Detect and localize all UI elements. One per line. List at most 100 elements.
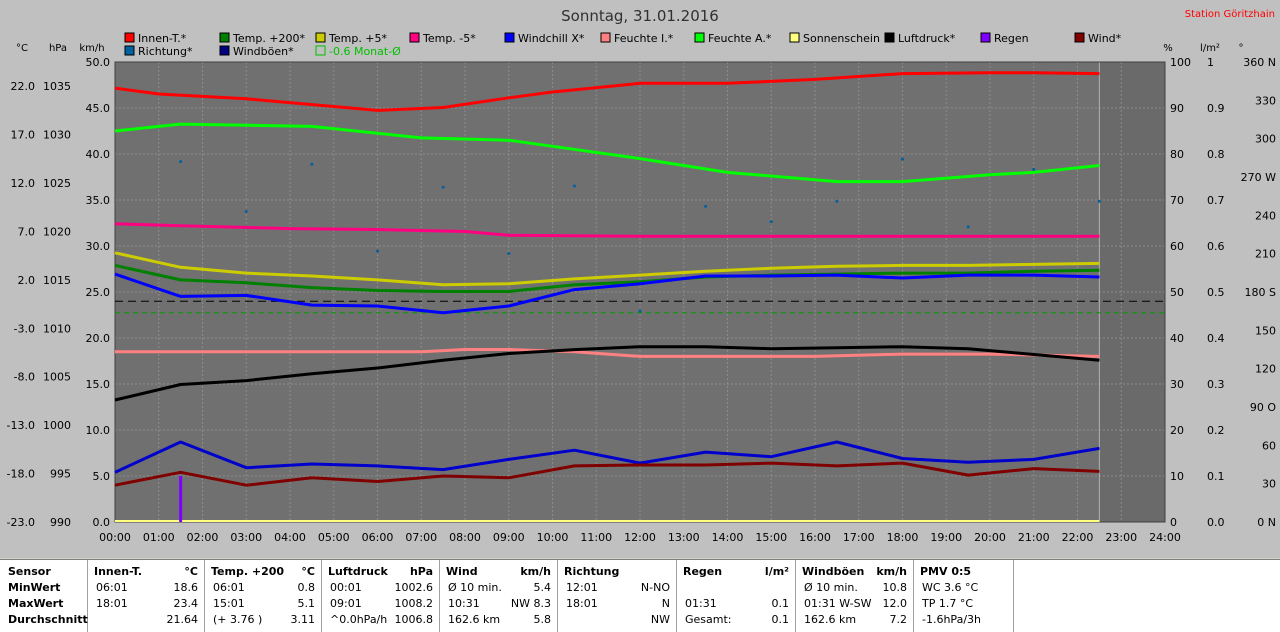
- direction-point: [769, 220, 773, 224]
- stats-cell-row: 21.64: [88, 612, 204, 628]
- x-tick-label: 09:00: [493, 531, 525, 544]
- stats-cell-value: 21.64: [166, 613, 199, 626]
- stats-cell-row: 06:01 18.6: [88, 580, 204, 596]
- kmh-tick-label: 0.0: [93, 516, 111, 529]
- deg-tick-label: 60: [1262, 439, 1276, 452]
- x-tick-label: 19:00: [930, 531, 962, 544]
- legend-label: Luftdruck*: [898, 32, 956, 45]
- deg-tick-label: 330: [1255, 94, 1276, 107]
- direction-point: [638, 309, 642, 313]
- lm2-tick-label: 0.5: [1207, 286, 1225, 299]
- series-line: [114, 263, 1100, 293]
- direction-point: [376, 249, 379, 253]
- stats-cell-row: 01:31 0.1: [677, 596, 795, 612]
- lm2-tick-label: 0.3: [1207, 378, 1225, 391]
- deg-tick-label: 0 N: [1257, 516, 1276, 529]
- legend-swatch: [315, 32, 326, 43]
- stats-row-label: Durchschnitt: [8, 613, 88, 626]
- kmh-tick-label: 25.0: [86, 286, 111, 299]
- deg-tick-label: 270 W: [1241, 171, 1276, 184]
- series-line: [114, 461, 1100, 487]
- stats-cell-value: 7.2: [889, 613, 908, 626]
- hpa-tick-label: 990: [50, 516, 71, 529]
- lm2-tick-label: 0.0: [1207, 516, 1225, 529]
- x-tick-label: 06:00: [362, 531, 394, 544]
- stats-column: Richtung 12:01 N-NO 18:01 N NW: [558, 560, 677, 632]
- x-tick-label: 16:00: [799, 531, 831, 544]
- legend-swatch: [124, 45, 135, 56]
- stats-header-name: PMV 0:5: [920, 565, 972, 578]
- legend-label: Innen-T.*: [138, 32, 187, 45]
- kmh-tick-label: 50.0: [86, 56, 111, 69]
- stats-cell-label: ^0.0hPa/h: [330, 613, 388, 626]
- celsius-tick-label: 2.0: [18, 274, 36, 287]
- pct-tick-label: 30: [1170, 378, 1184, 391]
- legend-label: Richtung*: [138, 45, 193, 58]
- stats-header-unit: l/m²: [764, 565, 789, 578]
- x-tick-label: 21:00: [1018, 531, 1050, 544]
- stats-column-header: Luftdruck hPa: [322, 564, 439, 580]
- series-line: [114, 251, 1100, 287]
- hpa-tick-label: 1035: [43, 80, 71, 93]
- stats-cell-row: 00:01 1002.6: [322, 580, 439, 596]
- celsius-tick-label: 12.0: [11, 177, 36, 190]
- legend-swatch: [315, 45, 326, 56]
- stats-row-label: MinWert: [8, 581, 61, 594]
- direction-point: [441, 185, 445, 189]
- stats-cell-value: N: [661, 597, 670, 610]
- x-tick-label: 01:00: [143, 531, 175, 544]
- stats-cell-label: 01:31 W-SW: [804, 597, 872, 610]
- pct-tick-label: 80: [1170, 148, 1184, 161]
- stats-header-name: Innen-T.: [94, 565, 143, 578]
- x-tick-label: 02:00: [187, 531, 219, 544]
- hpa-tick-label: 1015: [43, 274, 71, 287]
- stats-cell-row: 18:01 23.4: [88, 596, 204, 612]
- stats-cell-label: 10:31: [448, 597, 480, 610]
- x-tick-label: 03:00: [230, 531, 262, 544]
- stats-cell-value: N-NO: [640, 581, 670, 594]
- kmh-tick-label: 15.0: [86, 378, 111, 391]
- celsius-tick-label: 7.0: [18, 225, 36, 238]
- stats-cell-value: 23.4: [173, 597, 199, 610]
- lm2-tick-label: 0.1: [1207, 470, 1225, 483]
- stats-cell-label: 18:01: [566, 597, 598, 610]
- stats-cell-label: -1.6hPa/3h: [922, 613, 981, 626]
- stats-header-name: Luftdruck: [328, 565, 388, 578]
- lm2-tick-label: 0.7: [1207, 194, 1225, 207]
- hpa-tick-label: 1025: [43, 177, 71, 190]
- legend-swatch: [884, 32, 895, 43]
- station-name: Station Göritzhain: [1185, 9, 1275, 20]
- stats-cell-label: 06:01: [213, 581, 245, 594]
- deg-tick-label: 90 O: [1250, 401, 1276, 414]
- celsius-tick-label: 17.0: [11, 129, 36, 142]
- stats-cell-label: 12:01: [566, 581, 598, 594]
- x-tick-label: 04:00: [274, 531, 306, 544]
- stats-column: PMV 0:5 WC 3.6 °C TP 1.7 °C -1.6hPa/3h: [914, 560, 1014, 632]
- legend-swatch: [789, 32, 800, 43]
- stats-cell-value: NW 8.3: [510, 597, 551, 610]
- stats-column-header: Regen l/m²: [677, 564, 795, 580]
- stats-row-label: Sensor: [8, 565, 51, 578]
- stats-column-header: Richtung: [558, 564, 676, 580]
- pct-tick-label: 50: [1170, 286, 1184, 299]
- celsius-tick-label: 22.0: [11, 80, 36, 93]
- stats-header-unit: km/h: [520, 565, 551, 578]
- stats-column: Wind km/h Ø 10 min. 5.4 10:31 NW 8.3 162.6 km 5…: [440, 560, 558, 632]
- stats-header-name: Regen: [683, 565, 723, 578]
- deg-tick-label: 210: [1255, 248, 1276, 261]
- deg-tick-label: 360 N: [1243, 56, 1276, 69]
- deg-tick-label: 300: [1255, 133, 1276, 146]
- hpa-tick-label: 1010: [43, 322, 71, 335]
- stats-cell-row: 01:31 W-SW 12.0: [796, 596, 913, 612]
- stats-cell-label: Ø 10 min.: [448, 581, 502, 594]
- direction-point: [704, 204, 708, 208]
- stats-cell-label: 15:01: [213, 597, 245, 610]
- weather-chart: Sonntag, 31.01.2016 Station Göritzhain °C h…: [0, 0, 1280, 558]
- stats-column: Regen l/m² 01:31 0.1 Gesamt: 0.1: [677, 560, 796, 632]
- stats-cell-value: 0.1: [771, 597, 790, 610]
- stats-cell-value: 10.8: [882, 581, 908, 594]
- kmh-tick-label: 30.0: [86, 240, 111, 253]
- pct-tick-label: 0: [1170, 516, 1177, 529]
- stats-cell-value: 0.8: [297, 581, 316, 594]
- stats-cell-row: 10:31 NW 8.3: [440, 596, 557, 612]
